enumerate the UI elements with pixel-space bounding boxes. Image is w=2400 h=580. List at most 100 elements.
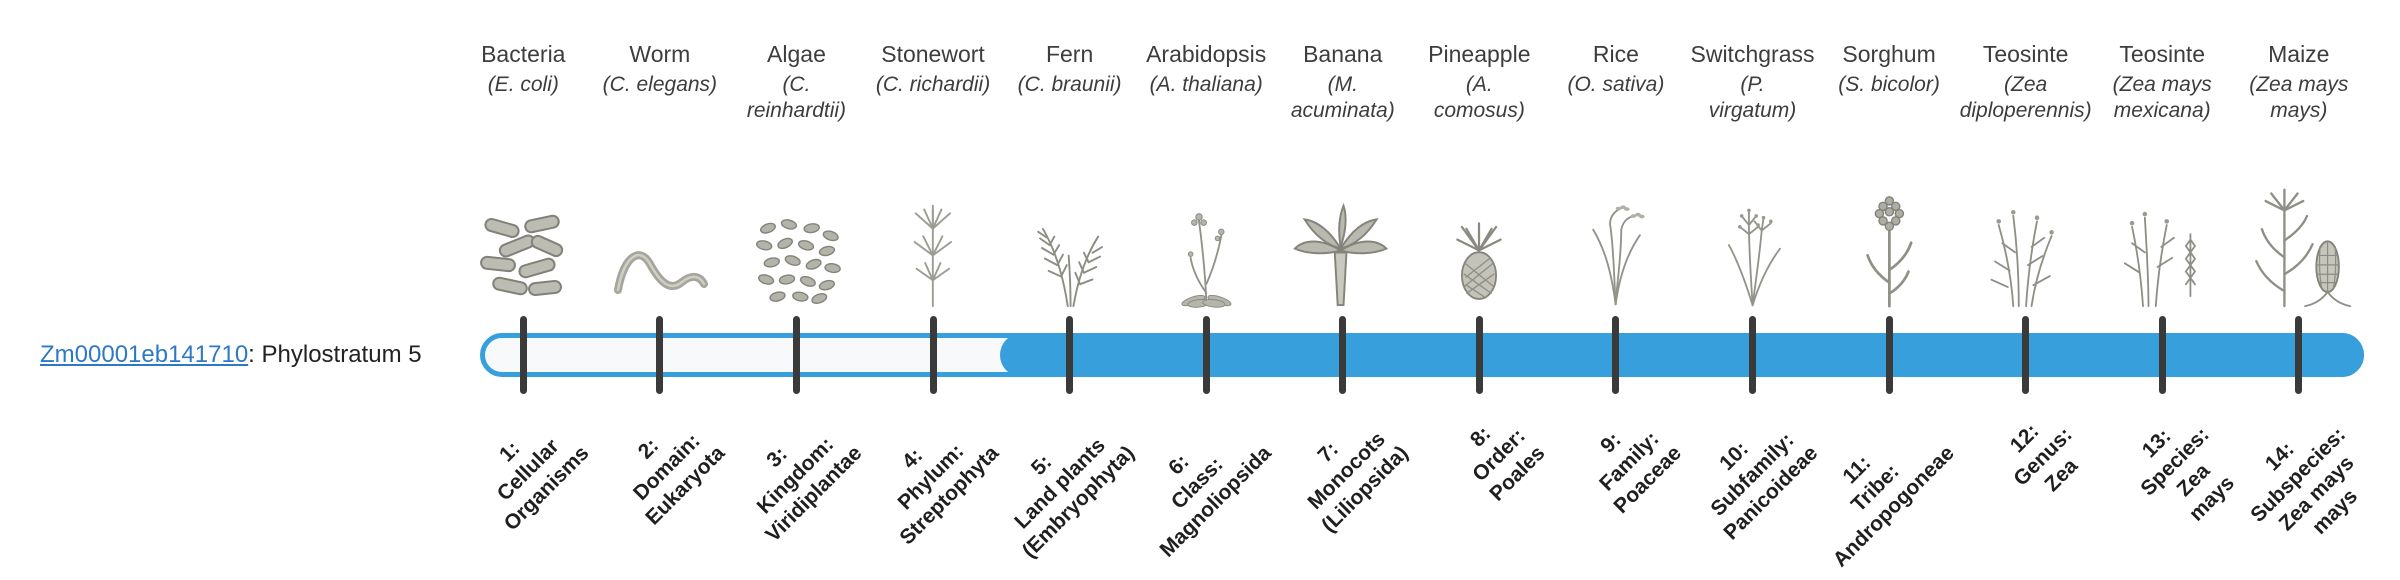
stratum-cell-3: 3: Kingdom: Viridiplantae	[728, 398, 866, 580]
organism-name: Arabidopsis	[1146, 41, 1267, 67]
organism-scientific-name-line2: mays)	[2270, 99, 2328, 122]
stratum-tick	[1202, 316, 1210, 394]
organism-scientific-name: (A. thaliana)	[1149, 73, 1263, 96]
stratum-cell-14: 14: Subspecies: Zea mays mays	[2231, 398, 2368, 580]
organism-scientific-name: (C. richardii)	[875, 73, 991, 96]
stratum-cell-13: 13: Species: Zea mays	[2094, 398, 2239, 580]
stratum-tick	[792, 316, 800, 394]
algae-icon	[749, 213, 844, 308]
sorghum-icon	[1844, 190, 1935, 308]
organism-col-teosinte-mexicana: Teosinte (Zea mays mexicana)	[2094, 40, 2231, 308]
organism-name: Switchgrass	[1690, 41, 1815, 67]
teosinte-mexicana-icon	[2112, 194, 2212, 308]
organism-name: Rice	[1592, 41, 1639, 67]
stratum-tick	[2295, 316, 2303, 394]
organism-col-sorghum: Sorghum (S. bicolor)	[1821, 40, 1958, 308]
organism-scientific-name-line2: virgatum)	[1708, 99, 1797, 122]
stratum-cell-8: 8: Order: Poales	[1411, 398, 1550, 580]
organism-name: Teosinte	[1982, 41, 2069, 67]
stratum-labels-row: 1: Cellular Organisms 2: Domain: Eukaryo…	[455, 398, 2367, 580]
organism-scientific-name: (O. sativa)	[1567, 73, 1665, 96]
organism-col-switchgrass: Switchgrass (P. virgatum)	[1684, 40, 1821, 308]
organism-col-arabidopsis: Arabidopsis (A. thaliana)	[1138, 40, 1275, 308]
organism-col-stonewort: Stonewort (C. richardii)	[865, 40, 1002, 308]
organism-header-row: Bacteria (E. coli) Worm (C. elegans)	[455, 40, 2367, 308]
tick-cell	[1274, 316, 1411, 394]
switchgrass-icon	[1707, 194, 1798, 308]
stratum-label: 8: Order: Poales	[1447, 404, 1550, 507]
stratum-tick	[2158, 316, 2166, 394]
organism-name: Teosinte	[2119, 41, 2206, 67]
tick-cell	[728, 316, 865, 394]
stratum-label: 4: Phylum: Streptophyta	[857, 404, 1004, 551]
organism-scientific-name: (P.	[1740, 73, 1765, 96]
tick-cell	[455, 316, 592, 394]
stratum-label: 5: Land plants (Embryophyta)	[981, 404, 1141, 564]
organism-scientific-name: (C. braunii)	[1017, 73, 1122, 96]
stratum-tick	[929, 316, 937, 394]
organism-scientific-name: (S. bicolor)	[1838, 73, 1940, 96]
stonewort-icon	[885, 198, 981, 308]
gene-phylostratum-text: : Phylostratum 5	[248, 341, 422, 368]
stratum-cell-5: 5: Land plants (Embryophyta)	[1001, 398, 1140, 580]
organism-col-rice: Rice (O. sativa)	[1548, 40, 1685, 308]
organism-name: Stonewort	[881, 41, 985, 67]
tick-cell	[865, 316, 1002, 394]
organism-col-bacteria: Bacteria (E. coli)	[455, 40, 592, 308]
stratum-cell-9: 9: Family: Poaceae	[1548, 398, 1687, 580]
stratum-cell-2: 2: Domain: Eukaryota	[592, 398, 729, 580]
organism-name: Fern	[1045, 41, 1094, 67]
stratum-label: 9: Family: Poaceae	[1572, 404, 1687, 519]
stratum-label: 3: Kingdom: Viridiplantae	[724, 404, 868, 548]
organism-scientific-name: (E. coli)	[487, 73, 559, 96]
stratum-tick	[1475, 316, 1483, 394]
organism-scientific-name: (Zea mays	[2249, 73, 2349, 96]
stratum-tick	[519, 316, 527, 394]
pineapple-icon	[1434, 200, 1524, 308]
tick-cell	[1548, 316, 1685, 394]
stratum-cell-1: 1: Cellular Organisms	[455, 398, 595, 580]
banana-icon	[1289, 196, 1396, 308]
stratum-ticks-row	[455, 316, 2367, 394]
stratum-label: 6: Class: Magnoliopsida	[1118, 404, 1277, 563]
stratum-cell-11: 11: Tribe: Andropogoneae	[1821, 398, 1959, 580]
organism-col-maize: Maize (Zea mays mays)	[2231, 40, 2368, 308]
stratum-tick	[2022, 316, 2030, 394]
phylostratum-bar-fill	[1000, 333, 2364, 377]
organism-scientific-name: (C.	[782, 73, 811, 96]
tick-cell	[1001, 316, 1138, 394]
worm-icon	[610, 238, 710, 308]
gene-row-label: Zm00001eb141710: Phylostratum 5	[40, 340, 422, 370]
organism-name: Algae	[767, 41, 826, 67]
stratum-cell-4: 4: Phylum: Streptophyta	[865, 398, 1003, 580]
stratum-tick	[1748, 316, 1756, 394]
stratum-tick	[1612, 316, 1620, 394]
stratum-tick	[1339, 316, 1347, 394]
teosinte-diploperennis-icon	[1975, 194, 2075, 308]
organism-scientific-name-line2: mexicana)	[2113, 99, 2211, 122]
organism-col-pineapple: Pineapple (A. comosus)	[1411, 40, 1548, 308]
maize-icon	[2245, 186, 2353, 308]
organism-col-worm: Worm (C. elegans)	[592, 40, 729, 308]
organism-scientific-name: (Zea mays	[2112, 73, 2212, 96]
organism-name: Banana	[1303, 41, 1383, 67]
tick-cell	[1821, 316, 1958, 394]
organism-name: Sorghum	[1842, 41, 1936, 67]
stratum-tick	[1885, 316, 1893, 394]
stratum-label: 2: Domain: Eukaryota	[604, 404, 731, 531]
organism-name: Bacteria	[481, 41, 566, 67]
stratum-label: 1: Cellular Organisms	[462, 404, 595, 537]
organism-scientific-name-line2: reinhardtii)	[746, 99, 847, 122]
tick-cell	[1411, 316, 1548, 394]
gene-link[interactable]: Zm00001eb141710	[40, 341, 249, 368]
tick-cell	[1957, 316, 2094, 394]
organism-scientific-name: (A.	[1465, 73, 1493, 96]
organism-col-algae: Algae (C. reinhardtii)	[728, 40, 865, 308]
stratum-cell-10: 10: Subfamily: Panicoideae	[1684, 398, 1822, 580]
organism-col-teosinte-diploperennis: Teosinte (Zea diploperennis)	[1957, 40, 2094, 308]
stratum-label: 7: Monocots (Liliopsida)	[1280, 404, 1414, 538]
tick-cell	[2094, 316, 2231, 394]
organism-name: Worm	[629, 41, 691, 67]
stratum-cell-6: 6: Class: Magnoliopsida	[1138, 398, 1276, 580]
